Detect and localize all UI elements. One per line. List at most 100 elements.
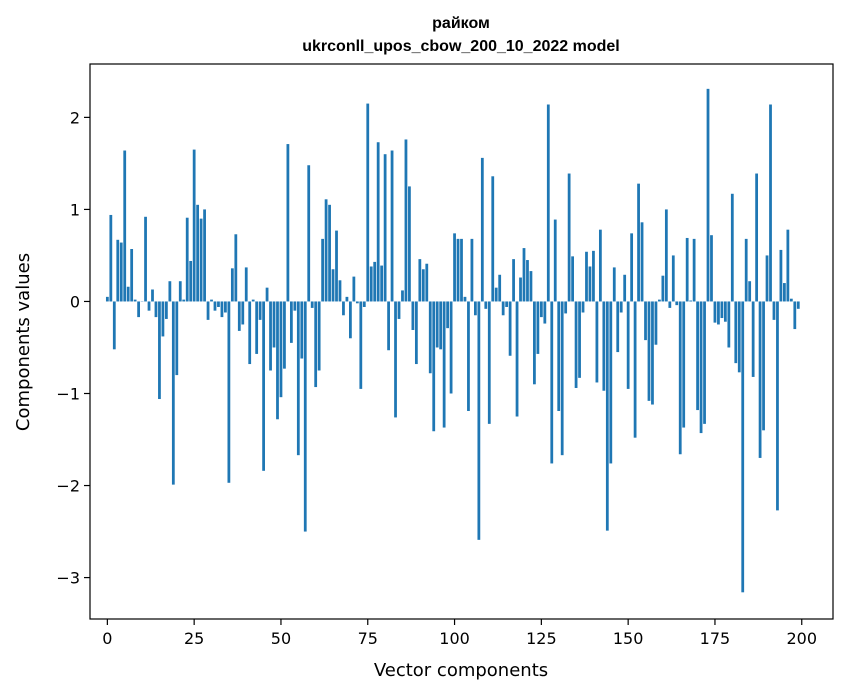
- bar-19: [171, 301, 175, 485]
- bar-181: [734, 301, 738, 364]
- bar-82: [390, 150, 394, 302]
- bar-15: [158, 301, 161, 400]
- bar-148: [619, 301, 623, 313]
- bar-189: [762, 301, 765, 431]
- bar-195: [783, 283, 786, 302]
- bar-183: [741, 301, 745, 593]
- bar-8: [133, 299, 137, 302]
- y-tick-label: −2: [56, 477, 80, 496]
- bar-131: [560, 301, 564, 456]
- bar-161: [664, 209, 668, 302]
- bar-71: [352, 276, 356, 302]
- bar-188: [758, 301, 762, 458]
- bar-149: [623, 274, 627, 302]
- bar-144: [605, 301, 609, 531]
- bar-54: [293, 301, 297, 311]
- bar-73: [359, 301, 363, 389]
- bar-187: [755, 173, 759, 302]
- bar-3: [116, 239, 120, 302]
- bar-44: [258, 301, 262, 320]
- bar-175: [713, 301, 717, 323]
- bar-93: [428, 301, 432, 374]
- bar-121: [526, 260, 529, 302]
- bar-143: [602, 301, 606, 391]
- bar-85: [401, 290, 404, 302]
- bar-137: [581, 301, 585, 313]
- y-axis-ticks: −3 −2 −1 0 1 2: [56, 108, 90, 588]
- bar-176: [717, 301, 720, 325]
- bar-9: [137, 301, 140, 318]
- bar-146: [612, 267, 616, 302]
- bar-48: [272, 301, 276, 348]
- bar-69: [345, 296, 349, 302]
- bar-58: [307, 165, 311, 302]
- bar-180: [730, 193, 734, 302]
- x-tick-label: 100: [439, 629, 470, 648]
- x-tick-label: 175: [700, 629, 731, 648]
- bar-115: [505, 301, 509, 307]
- chart-title: райком: [432, 15, 490, 32]
- x-tick-label: 200: [786, 629, 817, 648]
- bar-112: [494, 287, 498, 302]
- bar-182: [737, 301, 741, 373]
- bar-74: [362, 301, 366, 307]
- bar-79: [380, 265, 384, 302]
- x-tick-label: 150: [613, 629, 644, 648]
- bar-119: [519, 277, 522, 302]
- x-tick-label: 0: [102, 629, 112, 648]
- bar-62: [321, 238, 325, 302]
- y-tick-label: 0: [70, 292, 80, 311]
- bar-61: [317, 301, 321, 371]
- bar-134: [571, 256, 574, 302]
- bar-151: [630, 233, 634, 302]
- bar-97: [442, 301, 446, 428]
- bar-4: [119, 242, 123, 302]
- bar-81: [387, 301, 390, 351]
- bar-168: [689, 300, 693, 302]
- x-axis-ticks: 0 25 50 75 100 125 150 175 200: [102, 619, 817, 648]
- bar-174: [710, 235, 713, 302]
- bar-170: [696, 301, 699, 411]
- bar-165: [678, 301, 682, 455]
- x-axis-label: Vector components: [374, 660, 548, 681]
- bar-34: [224, 301, 227, 313]
- bar-156: [647, 301, 651, 401]
- bar-series: [105, 88, 800, 593]
- bar-87: [408, 186, 411, 302]
- bar-116: [508, 301, 512, 356]
- bar-17: [164, 301, 168, 319]
- bar-110: [487, 301, 491, 424]
- bar-78: [376, 142, 380, 302]
- bar-152: [633, 301, 637, 438]
- bar-12: [147, 301, 151, 311]
- bar-98: [446, 301, 449, 329]
- bar-45: [262, 301, 265, 471]
- bar-91: [421, 269, 425, 302]
- bar-124: [536, 301, 540, 354]
- bar-135: [574, 301, 578, 388]
- bar-70: [349, 301, 352, 339]
- bar-113: [498, 274, 502, 302]
- bar-162: [668, 301, 672, 308]
- plot-frame: [89, 63, 834, 620]
- bar-27: [199, 218, 203, 302]
- bar-7: [130, 249, 134, 302]
- bar-96: [439, 301, 443, 350]
- bar-111: [491, 176, 495, 302]
- bar-30: [210, 299, 213, 302]
- bar-133: [567, 173, 571, 302]
- bar-157: [651, 301, 654, 405]
- bar-129: [553, 219, 557, 302]
- bar-102: [460, 238, 463, 302]
- bar-21: [178, 281, 182, 302]
- bar-172: [703, 301, 706, 424]
- bar-123: [533, 301, 536, 385]
- bar-114: [501, 301, 505, 316]
- bar-20: [175, 301, 179, 376]
- bar-139: [588, 266, 592, 302]
- bar-100: [453, 233, 456, 302]
- bar-68: [342, 301, 345, 316]
- bar-120: [522, 248, 526, 302]
- bar-125: [539, 301, 543, 318]
